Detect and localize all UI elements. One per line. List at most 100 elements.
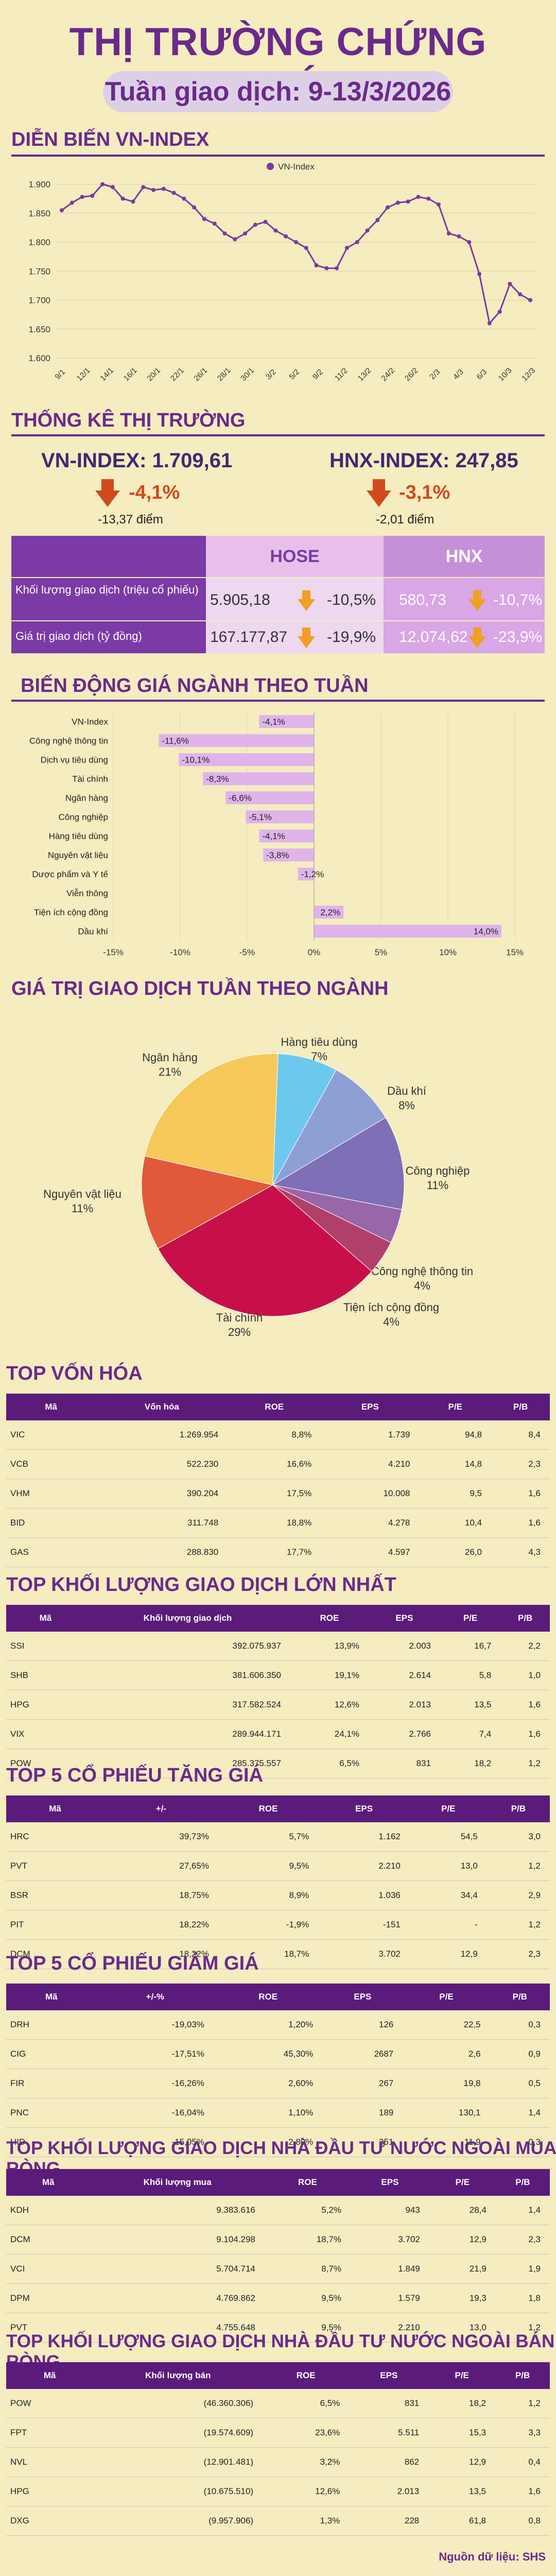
table-cell: 3,2% — [263, 2447, 350, 2477]
table-cell: 1.849 — [351, 2254, 429, 2284]
table-cell: 2,3 — [495, 2225, 550, 2255]
x-tick-label: 26/1 — [192, 366, 209, 383]
table-row: BSR 18,75% 8,9% 1.036 34,4 2,9 — [6, 1880, 550, 1910]
industry-bar — [259, 715, 314, 728]
table-cell: 4,3 — [491, 1537, 550, 1567]
y-tick-label: 1.700 — [28, 296, 50, 306]
column-header: Khối lượng mua — [90, 2169, 265, 2196]
table-cell: 12,9 — [409, 1939, 487, 1969]
table-cell: 39,73% — [103, 1822, 218, 1852]
table-row: PIT 18,22% -1,9% -151-1,2 — [6, 1910, 550, 1940]
section-title-vol: TOP KHỐI LƯỢNG GIAO DỊCH LỚN NHẤT — [6, 1574, 396, 1596]
table-cell: DCM — [6, 2225, 91, 2255]
data-point — [416, 195, 421, 199]
table-cell: 2.614 — [368, 1660, 440, 1690]
data-point — [365, 228, 370, 233]
column-header: ROE — [213, 1984, 323, 2010]
table-cell: 17,5% — [228, 1479, 321, 1509]
table-row: PVT 27,65% 9,5% 2.210 13,0 1,2 — [6, 1851, 550, 1881]
table-cell: 862 — [349, 2447, 429, 2477]
hnx-value: 12.074,62 — [399, 629, 468, 646]
table-cell: 0,4 — [495, 2447, 550, 2477]
table-cell: 1,4 — [495, 2196, 550, 2225]
table-cell: BSR — [6, 1880, 104, 1910]
stats-row-value-label: Giá trị giao dịch (tỷ đồng) — [11, 621, 206, 653]
data-point — [263, 219, 268, 224]
table-cell: 14,8 — [419, 1449, 492, 1479]
table-cell: KDH — [6, 2196, 91, 2225]
top-losers-table: Mã +/-% ROE EPS P/E P/B DRH -19,03% 1,20% 126 22,5… — [6, 1984, 550, 2157]
table-row: FIR -16,26% 2,60% 267 19,8 0,5 — [6, 2069, 550, 2098]
table-cell: 1,2 — [500, 1749, 550, 1778]
table-cell: -16,26% — [96, 2069, 214, 2098]
slice-label: Công nghệ thông tin — [371, 1265, 473, 1278]
table-cell: VIX — [6, 1719, 85, 1749]
category-label: Dược phẩm và Y tế — [32, 870, 108, 879]
vnindex-series-line — [61, 183, 531, 325]
hnxindex-value: HNX-INDEX: 247,85 — [329, 449, 518, 472]
table-cell: 4.597 — [321, 1537, 420, 1567]
table-cell: 831 — [368, 1749, 440, 1778]
slice-label: Dầu khí — [387, 1084, 426, 1097]
y-tick-label: 1.900 — [28, 180, 50, 190]
data-point — [131, 199, 135, 204]
data-point — [426, 196, 431, 201]
column-header: P/E — [409, 1795, 487, 1822]
down-arrow-icon — [298, 590, 315, 611]
x-tick-label: 26/2 — [403, 366, 420, 383]
table-cell: 1,3% — [263, 2506, 350, 2536]
top-volume-table: Mã Khối lượng giao dịch ROE EPS P/E P/B SSI 392… — [6, 1605, 550, 1778]
data-point — [80, 195, 84, 199]
table-cell: 1.036 — [318, 1880, 410, 1910]
data-point — [528, 298, 532, 302]
table-cell: 1,9 — [495, 2254, 550, 2284]
table-cell: 126 — [322, 2010, 403, 2040]
bar-value-label: -5,1% — [249, 812, 271, 822]
table-cell: HPG — [6, 1690, 85, 1720]
hose-value-pct: -19,9% — [327, 629, 376, 646]
column-header: P/B — [490, 1984, 550, 2010]
column-header: P/E — [429, 2169, 496, 2196]
table-row: PNC -16,04% 1,10% 189 130,1 1,4 — [6, 2098, 550, 2128]
table-cell: 9,5% — [264, 2313, 351, 2343]
data-point — [406, 199, 410, 204]
vnindex-line-chart: 1.600 1.650 1.700 1.750 1.800 1.850 1.900 9/1 12… — [28, 162, 537, 383]
column-header: +/-% — [96, 1984, 214, 2010]
table-cell: POW — [6, 2389, 94, 2418]
table-row: POW (46.360.306) 6,5% 831 18,2 1,2 — [6, 2389, 550, 2418]
x-tick-label: 2/3 — [428, 367, 442, 381]
column-header: EPS — [351, 2169, 429, 2196]
bar-value-label: -6,6% — [229, 793, 251, 803]
x-tick-label: 20/1 — [145, 366, 162, 383]
data-point — [457, 234, 461, 239]
category-label: Công nghệ thông tin — [29, 736, 108, 746]
column-header: ROE — [228, 1394, 321, 1420]
table-cell: 19,1% — [290, 1660, 369, 1690]
table-cell: 61,8 — [428, 2506, 496, 2536]
table-cell: 19,8 — [403, 2069, 490, 2098]
pie-slice — [141, 1156, 274, 1249]
section-title-foreign-buy: TOP KHỐI LƯỢNG GIAO DỊCH NHÀ ĐẦU TƯ NƯỚC… — [6, 2138, 556, 2179]
table-cell: PVT — [6, 1851, 104, 1881]
table-cell: 94,8 — [419, 1420, 492, 1450]
table-cell: FIR — [6, 2069, 97, 2098]
data-point — [344, 246, 349, 250]
table-cell: 18,22% — [103, 1939, 218, 1969]
table-cell: 311.748 — [96, 1508, 228, 1538]
section-divider — [11, 434, 545, 436]
x-tick-label: 9/2 — [311, 367, 325, 381]
bar-value-label: 2,2% — [320, 908, 340, 918]
pie-slice — [272, 1069, 386, 1186]
column-header: Mã — [6, 1984, 97, 2010]
table-cell: 15,3 — [428, 2418, 496, 2448]
legend-marker — [267, 163, 274, 170]
section-title-loss: TOP 5 CỔ PHIẾU GIẢM GIÁ — [6, 1953, 259, 1974]
table-cell: VHM — [6, 1479, 96, 1509]
table-row: VHM 390.204 17,5% 10.008 9,5 1,6 — [6, 1479, 550, 1509]
table-row: PVT 4.755.648 9,5% 2.210 13,0 1,2 — [6, 2313, 550, 2343]
category-label: Tài chính — [72, 774, 108, 784]
table-cell: 2,9 — [486, 1880, 550, 1910]
table-cell: 27,65% — [103, 1851, 218, 1881]
down-arrow-icon — [298, 628, 315, 648]
vnindex-value: VN-INDEX: 1.709,61 — [41, 449, 233, 472]
